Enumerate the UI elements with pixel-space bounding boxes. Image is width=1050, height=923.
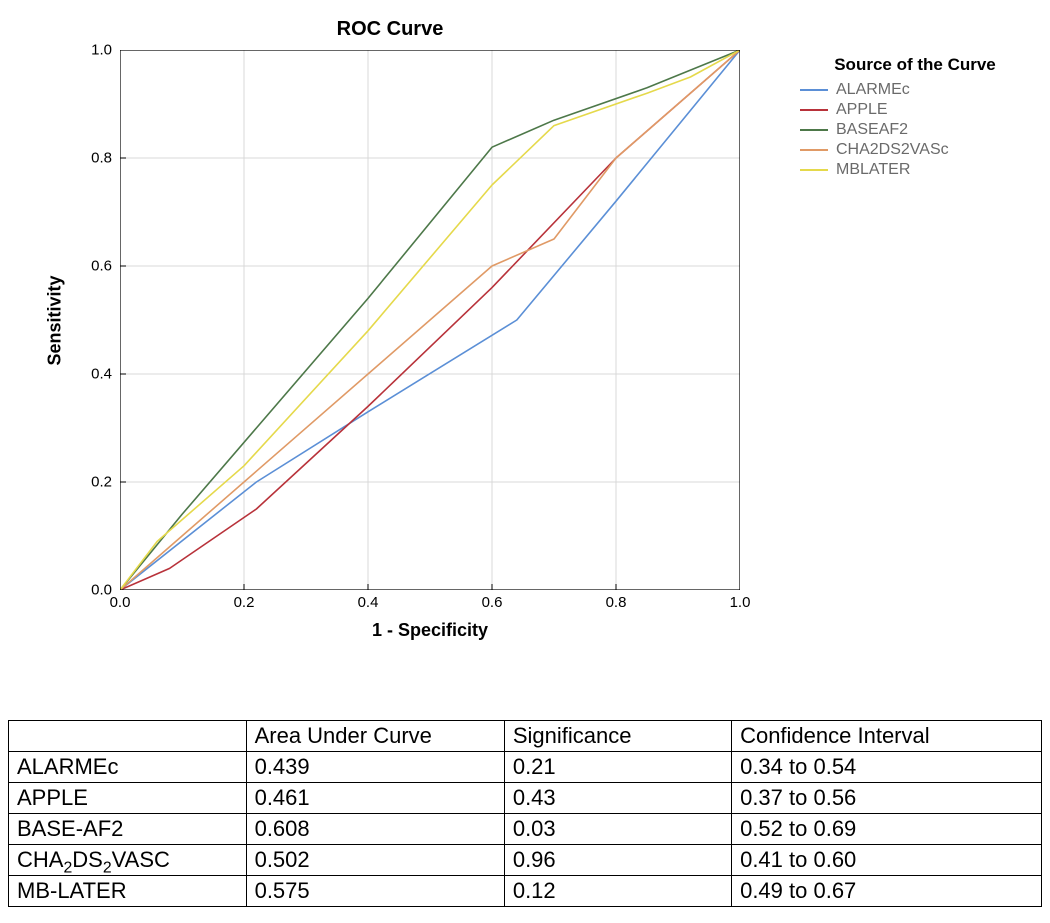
ytick-label: 0.6 xyxy=(91,258,112,275)
col-ci: Confidence Interval xyxy=(732,721,1042,752)
xtick-label: 0.4 xyxy=(358,594,379,611)
legend-swatch xyxy=(800,89,828,91)
legend-title: Source of the Curve xyxy=(800,55,1030,75)
legend-item-MBLATER: MBLATER xyxy=(800,161,1030,179)
xtick-label: 0.8 xyxy=(606,594,627,611)
legend-swatch xyxy=(800,149,828,151)
cell-sig: 0.96 xyxy=(504,845,731,876)
legend-label: APPLE xyxy=(836,101,888,119)
legend-label: BASEAF2 xyxy=(836,121,908,139)
cell-auc: 0.461 xyxy=(246,783,504,814)
table-header-row: Area Under Curve Significance Confidence… xyxy=(9,721,1042,752)
cell-name: APPLE xyxy=(9,783,247,814)
cell-name: ALARMEc xyxy=(9,752,247,783)
legend-item-BASEAF2: BASEAF2 xyxy=(800,121,1030,139)
cell-sig: 0.03 xyxy=(504,814,731,845)
legend-label: MBLATER xyxy=(836,161,910,179)
xtick-label: 0.2 xyxy=(234,594,255,611)
auc-table-region: Area Under Curve Significance Confidence… xyxy=(8,720,1042,907)
col-name xyxy=(9,721,247,752)
cell-name: BASE-AF2 xyxy=(9,814,247,845)
cell-sig: 0.12 xyxy=(504,876,731,907)
ytick-label: 0.2 xyxy=(91,474,112,491)
cell-auc: 0.502 xyxy=(246,845,504,876)
chart-title: ROC Curve xyxy=(0,18,780,41)
cell-auc: 0.608 xyxy=(246,814,504,845)
xtick-label: 0.0 xyxy=(110,594,131,611)
table-row: ALARMEc0.4390.210.34 to 0.54 xyxy=(9,752,1042,783)
cell-sig: 0.43 xyxy=(504,783,731,814)
legend-item-ALARMEc: ALARMEc xyxy=(800,81,1030,99)
legend-swatch xyxy=(800,109,828,111)
x-axis-label: 1 - Specificity xyxy=(120,620,740,641)
cell-name: CHA2DS2VASC xyxy=(9,845,247,876)
cell-ci: 0.49 to 0.67 xyxy=(732,876,1042,907)
col-sig: Significance xyxy=(504,721,731,752)
y-axis-label: Sensitivity xyxy=(40,50,70,590)
cell-auc: 0.439 xyxy=(246,752,504,783)
cell-ci: 0.52 to 0.69 xyxy=(732,814,1042,845)
legend-item-APPLE: APPLE xyxy=(800,101,1030,119)
table-row: MB-LATER0.5750.120.49 to 0.67 xyxy=(9,876,1042,907)
table-row: APPLE0.4610.430.37 to 0.56 xyxy=(9,783,1042,814)
legend-item-CHA2DS2VASc: CHA2DS2VASc xyxy=(800,141,1030,159)
legend-swatch xyxy=(800,129,828,131)
x-axis-ticks: 0.00.20.40.60.81.0 xyxy=(120,594,740,618)
roc-svg xyxy=(120,50,740,590)
cell-ci: 0.37 to 0.56 xyxy=(732,783,1042,814)
legend-swatch xyxy=(800,169,828,171)
xtick-label: 0.6 xyxy=(482,594,503,611)
table-row: CHA2DS2VASC0.5020.960.41 to 0.60 xyxy=(9,845,1042,876)
cell-auc: 0.575 xyxy=(246,876,504,907)
xtick-label: 1.0 xyxy=(730,594,751,611)
ytick-label: 0.8 xyxy=(91,150,112,167)
table-row: BASE-AF20.6080.030.52 to 0.69 xyxy=(9,814,1042,845)
ytick-label: 1.0 xyxy=(91,42,112,59)
cell-sig: 0.21 xyxy=(504,752,731,783)
ytick-label: 0.4 xyxy=(91,366,112,383)
series-CHA2DS2VASc xyxy=(120,50,740,590)
plot-area xyxy=(120,50,740,590)
legend: Source of the Curve ALARMEc APPLE BASEAF2 C… xyxy=(800,55,1030,181)
cell-ci: 0.41 to 0.60 xyxy=(732,845,1042,876)
auc-table: Area Under Curve Significance Confidence… xyxy=(8,720,1042,907)
legend-label: ALARMEc xyxy=(836,81,910,99)
legend-label: CHA2DS2VASc xyxy=(836,141,949,159)
cell-ci: 0.34 to 0.54 xyxy=(732,752,1042,783)
cell-name: MB-LATER xyxy=(9,876,247,907)
y-axis-ticks: 0.00.20.40.60.81.0 xyxy=(70,50,118,590)
col-auc: Area Under Curve xyxy=(246,721,504,752)
roc-chart-region: ROC Curve Sensitivity 1 - Specificity 0.… xyxy=(0,0,1050,680)
